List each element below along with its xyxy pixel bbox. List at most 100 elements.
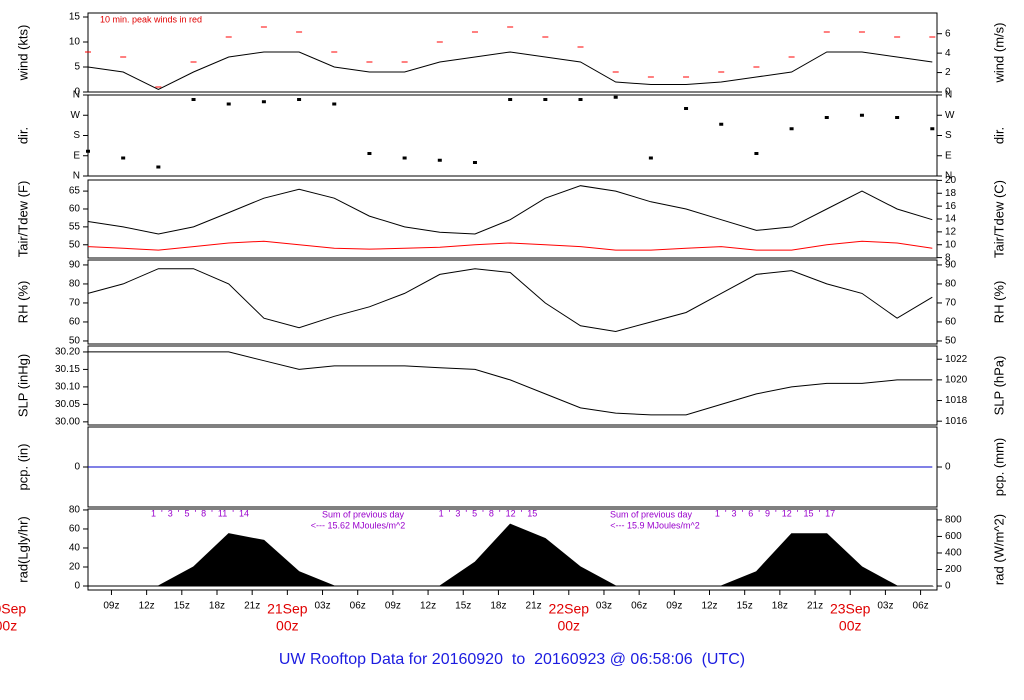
panel-frame <box>87 508 938 591</box>
y2-tick-label: 4 <box>945 48 951 59</box>
y-axis-label: Tair/Tdew (F) <box>15 181 30 258</box>
y2-tick-label: 50 <box>945 336 957 347</box>
date-label: 20Sep <box>0 601 26 617</box>
y2-tick-label: 0 <box>945 87 951 98</box>
panel-frame <box>87 345 938 426</box>
point <box>472 161 477 164</box>
x-tick-label: 09z <box>385 601 401 612</box>
y-tick-label: N <box>73 171 80 182</box>
y2-tick-label: 0 <box>945 462 951 473</box>
y2-tick-label: 18 <box>945 188 957 199</box>
y-tick-label: 60 <box>69 317 81 328</box>
point <box>578 98 583 101</box>
y-tick-label: 40 <box>69 543 81 554</box>
y-axis-label: pcp. (in) <box>15 444 30 491</box>
y2-tick-label: 600 <box>945 531 962 542</box>
date-sublabel: 00z <box>557 618 580 634</box>
annotation: 10 min. peak winds in red <box>100 14 202 24</box>
point <box>86 149 90 153</box>
y2-axis-label: rad (W/m^2) <box>991 514 1006 585</box>
y2-tick-label: 90 <box>945 260 957 271</box>
annotation: <--- 15.62 MJoules/m^2 <box>311 520 406 530</box>
x-tick-label: 12z <box>420 601 436 612</box>
y-tick-label: 30.05 <box>55 399 80 410</box>
y2-tick-label: 1022 <box>945 354 968 365</box>
x-tick-label: 06z <box>350 601 366 612</box>
x-tick-label: 06z <box>913 601 929 612</box>
area <box>87 523 934 587</box>
x-tick-label: 18z <box>209 601 225 612</box>
y2-tick-label: 20 <box>945 175 957 186</box>
line <box>87 185 933 235</box>
y-tick-label: 60 <box>69 524 81 535</box>
panel-frame <box>87 259 938 345</box>
point <box>332 102 337 106</box>
annotation: Sum of previous day <box>610 509 693 519</box>
point <box>684 107 689 110</box>
y-tick-label: 0 <box>74 87 80 98</box>
y-tick-label: E <box>73 150 80 161</box>
annotation: 1 ' 3 ' 6 ' 9 ' 12 ' 15 ' 17 <box>715 508 835 518</box>
y2-tick-label: 0 <box>945 581 951 592</box>
x-tick-label: 12z <box>139 601 155 612</box>
point <box>930 127 935 131</box>
x-tick-label: 21z <box>526 601 542 612</box>
point <box>789 127 794 131</box>
date-label: 21Sep <box>267 601 308 617</box>
y2-tick-label: E <box>945 150 952 161</box>
date-sublabel: 00z <box>839 618 862 634</box>
x-tick-label: 12z <box>701 601 717 612</box>
y2-tick-label: 200 <box>945 564 962 575</box>
x-tick-label: 09z <box>103 601 119 612</box>
y2-tick-label: 80 <box>945 279 957 290</box>
y2-axis-label: RH (%) <box>991 281 1006 324</box>
date-sublabel: 00z <box>276 618 299 634</box>
x-tick-label: 09z <box>666 601 682 612</box>
y2-tick-label: 2 <box>945 67 951 78</box>
x-tick-label: 18z <box>490 601 506 612</box>
panel-frame <box>87 179 938 259</box>
y2-tick-label: 1016 <box>945 416 968 427</box>
x-tick-label: 06z <box>631 601 647 612</box>
y2-tick-label: 800 <box>945 515 962 526</box>
y-tick-label: 50 <box>69 336 81 347</box>
y-tick-label: 0 <box>74 581 80 592</box>
y2-tick-label: 1018 <box>945 395 968 406</box>
y2-axis-label: wind (m/s) <box>991 23 1006 84</box>
y-tick-label: 30.20 <box>55 347 80 358</box>
y2-tick-label: 60 <box>945 317 957 328</box>
point <box>402 156 407 160</box>
point <box>508 98 513 101</box>
y2-tick-label: 1020 <box>945 375 968 386</box>
x-tick-label: 03z <box>596 601 612 612</box>
y-tick-label: N <box>73 90 80 101</box>
x-tick-label: 03z <box>877 601 893 612</box>
y-axis-label: wind (kts) <box>15 25 30 82</box>
point <box>648 156 653 160</box>
point <box>719 122 724 126</box>
line <box>87 51 933 91</box>
x-tick-label: 21z <box>807 601 823 612</box>
y-tick-label: W <box>71 110 81 121</box>
y-tick-label: 15 <box>69 12 81 23</box>
y-tick-label: S <box>73 130 80 141</box>
point <box>824 116 829 119</box>
y2-tick-label: 14 <box>945 214 957 225</box>
y2-tick-label: 400 <box>945 548 962 559</box>
y-tick-label: 0 <box>74 462 80 473</box>
line <box>87 268 933 333</box>
point <box>297 98 302 101</box>
line <box>87 240 933 251</box>
x-tick-label: 03z <box>314 601 330 612</box>
y-tick-label: 70 <box>69 298 81 309</box>
y2-tick-label: S <box>945 130 952 141</box>
y-axis-label: SLP (inHg) <box>15 354 30 417</box>
x-tick-label: 15z <box>174 601 190 612</box>
y-axis-label: dir. <box>15 127 30 144</box>
y2-tick-label: 8 <box>945 252 951 263</box>
point <box>121 156 126 160</box>
y-tick-label: 60 <box>69 204 81 215</box>
point <box>543 98 548 101</box>
y2-tick-label: N <box>945 171 952 182</box>
